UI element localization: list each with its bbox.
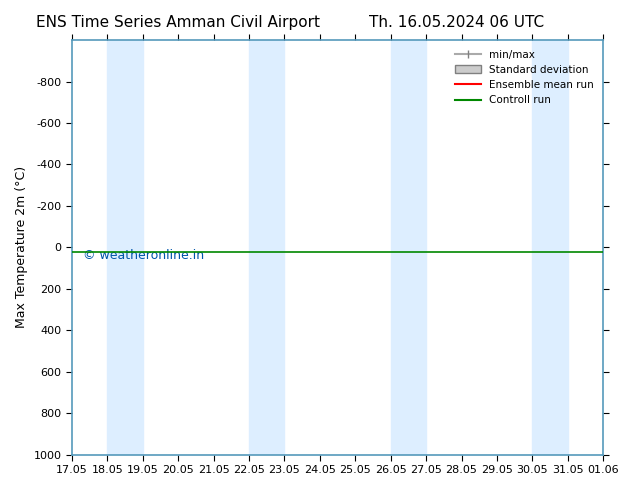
Y-axis label: Max Temperature 2m (°C): Max Temperature 2m (°C): [15, 166, 28, 328]
Text: ENS Time Series Amman Civil Airport: ENS Time Series Amman Civil Airport: [36, 15, 320, 30]
Text: Th. 16.05.2024 06 UTC: Th. 16.05.2024 06 UTC: [369, 15, 544, 30]
Text: © weatheronline.in: © weatheronline.in: [82, 249, 204, 262]
Bar: [249, 40, 285, 455]
Bar: [391, 40, 426, 455]
Legend: min/max, Standard deviation, Ensemble mean run, Controll run: min/max, Standard deviation, Ensemble me…: [451, 46, 598, 109]
Bar: [107, 40, 143, 455]
Bar: [533, 40, 568, 455]
